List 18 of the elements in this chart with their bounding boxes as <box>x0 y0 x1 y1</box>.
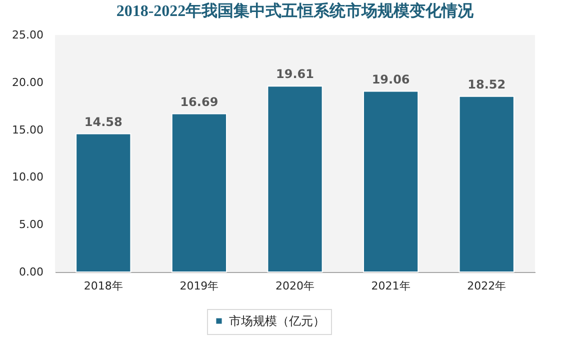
y-tick-label: 0.00 <box>19 266 44 278</box>
data-label: 18.52 <box>468 77 506 92</box>
data-label: 19.06 <box>372 72 410 86</box>
chart-title: 2018-2022年我国集中式五恒系统市场规模变化情况 <box>116 2 475 20</box>
y-tick-label: 10.00 <box>12 170 44 184</box>
data-label: 16.69 <box>180 94 218 109</box>
y-tick-label: 15.00 <box>12 123 44 136</box>
legend-label: 市场规模（亿元） <box>229 314 325 328</box>
y-tick-label: 20.00 <box>12 76 44 89</box>
y-tick-label: 25.00 <box>12 28 44 42</box>
x-tick-label: 2018年 <box>84 280 123 292</box>
y-tick-label: 5.00 <box>19 218 44 232</box>
data-label: 19.61 <box>276 67 314 82</box>
data-label: 14.58 <box>84 114 122 129</box>
x-tick-label: 2019年 <box>180 280 219 292</box>
x-tick-label: 2020年 <box>276 280 314 292</box>
x-tick-label: 2021年 <box>371 280 410 292</box>
x-tick-label: 2022年 <box>467 280 506 292</box>
